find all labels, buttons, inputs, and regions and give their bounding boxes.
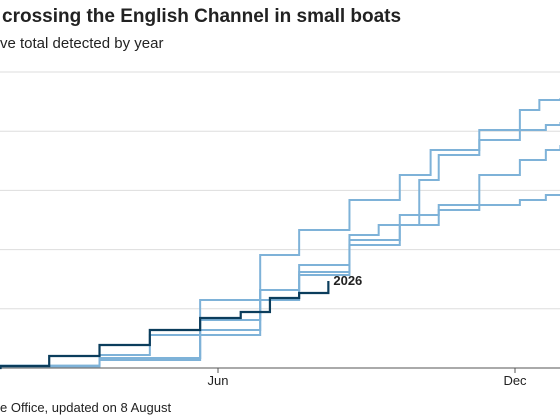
source-note: e Office, updated on 8 August — [0, 400, 171, 415]
x-tick-label: Jun — [208, 373, 229, 388]
x-tick-label: Dec — [503, 373, 527, 388]
line — [0, 194, 560, 369]
line — [0, 97, 560, 369]
line — [0, 144, 560, 369]
chart-title: crossing the English Channel in small bo… — [2, 6, 401, 27]
chart-subtitle: ve total detected by year — [0, 35, 163, 52]
series-label: 2026 — [333, 273, 362, 288]
line — [0, 122, 560, 369]
highlight-line — [0, 280, 330, 370]
